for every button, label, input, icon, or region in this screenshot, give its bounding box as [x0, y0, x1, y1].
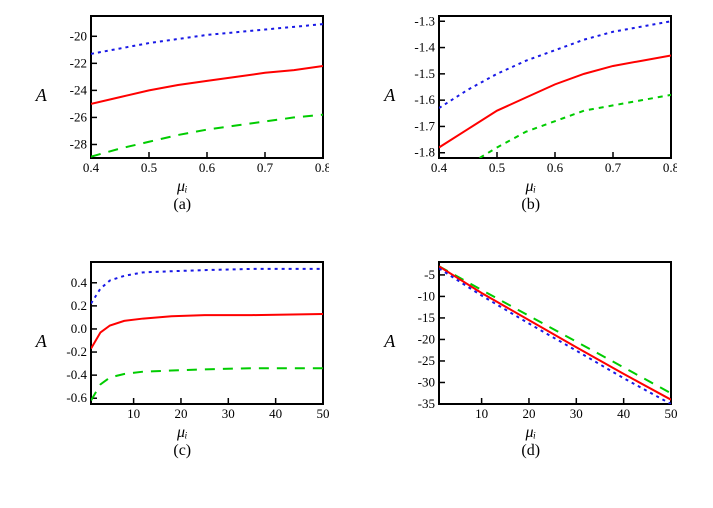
svg-text:-1.6: -1.6 — [415, 92, 436, 107]
svg-text:-20: -20 — [418, 331, 435, 346]
svg-text:0.8: 0.8 — [663, 160, 677, 175]
svg-text:-30: -30 — [418, 374, 435, 389]
panel-d: A 10 20 30 40 50 -35 -30 -25 -20 -15 -10 -5 μᵢ(d) — [359, 256, 704, 498]
svg-text:-1.4: -1.4 — [415, 40, 436, 55]
svg-text:40: 40 — [269, 406, 282, 421]
sublabel-c: (c) — [173, 442, 191, 460]
panel-a: A 0.4 0.5 0.6 0.7 0.8 -28 -26 -24 -22 -20 μᵢ(a) — [10, 10, 355, 252]
chart-grid: A0.40.50.60.70.8-28-26-24-22-20μᵢ(a)A0.4… — [10, 10, 703, 498]
svg-text:-25: -25 — [418, 353, 435, 368]
svg-text:0.4: 0.4 — [431, 160, 448, 175]
plot-b: 0.4 0.5 0.6 0.7 0.8 -1.8 -1.7 -1.6 -1.5 -1.4 -1.3 — [397, 10, 677, 180]
svg-text:-1.5: -1.5 — [415, 66, 436, 81]
series-a-2 — [91, 115, 323, 157]
svg-text:0.7: 0.7 — [605, 160, 622, 175]
xlabel-a: μᵢ — [177, 178, 188, 196]
svg-text:0.4: 0.4 — [83, 160, 100, 175]
xlabel-c: μᵢ — [177, 424, 188, 442]
svg-text:20: 20 — [523, 406, 536, 421]
sublabel-a: (a) — [173, 196, 191, 214]
svg-text:0.0: 0.0 — [71, 321, 87, 336]
svg-text:-15: -15 — [418, 310, 435, 325]
xlabel-b: μᵢ — [525, 178, 536, 196]
svg-text:0.6: 0.6 — [547, 160, 564, 175]
series-c-2 — [91, 368, 323, 400]
svg-text:30: 30 — [570, 406, 583, 421]
svg-text:-1.7: -1.7 — [415, 118, 436, 133]
svg-text:-0.2: -0.2 — [66, 344, 87, 359]
series-c-0 — [91, 269, 323, 304]
sublabel-d: (d) — [521, 442, 540, 460]
svg-text:-26: -26 — [69, 109, 87, 124]
svg-text:-5: -5 — [424, 267, 435, 282]
svg-text:50: 50 — [665, 406, 678, 421]
svg-text:-24: -24 — [69, 82, 87, 97]
svg-text:-1.8: -1.8 — [415, 145, 436, 160]
svg-text:-0.4: -0.4 — [66, 367, 87, 382]
plot-d: 10 20 30 40 50 -35 -30 -25 -20 -15 -10 -5 — [397, 256, 677, 426]
series-b-1 — [439, 55, 671, 147]
series-a-0 — [91, 24, 323, 54]
panel-c: A 10 20 30 40 50 -0.6 -0.4 -0.2 0.0 0.2 0.4 μᵢ(c) — [10, 256, 355, 498]
plot-c: 10 20 30 40 50 -0.6 -0.4 -0.2 0.0 0.2 0.4 — [49, 256, 329, 426]
svg-text:-35: -35 — [418, 396, 435, 411]
ylabel-d: A — [384, 331, 395, 352]
ylabel-c: A — [36, 331, 47, 352]
series-b-2 — [480, 95, 671, 158]
svg-text:30: 30 — [222, 406, 235, 421]
series-b-0 — [439, 21, 671, 108]
ylabel-a: A — [36, 85, 47, 106]
panel-b: A 0.4 0.5 0.6 0.7 0.8 -1.8 -1.7 -1.6 -1.5 -1.4 -1.3… — [359, 10, 704, 252]
plot-wrap-a: A 0.4 0.5 0.6 0.7 0.8 -28 -26 -24 -22 -20 — [36, 10, 329, 180]
svg-text:10: 10 — [475, 406, 488, 421]
svg-text:-20: -20 — [69, 28, 86, 43]
svg-text:-0.6: -0.6 — [66, 390, 87, 405]
plot-a: 0.4 0.5 0.6 0.7 0.8 -28 -26 -24 -22 -20 — [49, 10, 329, 180]
xlabel-d: μᵢ — [525, 424, 536, 442]
series-d-0 — [439, 266, 671, 393]
plot-wrap-c: A 10 20 30 40 50 -0.6 -0.4 -0.2 0.0 0.2 0.4 — [36, 256, 329, 426]
plot-wrap-b: A 0.4 0.5 0.6 0.7 0.8 -1.8 -1.7 -1.6 -1.5 -1.4 -1.3 — [384, 10, 677, 180]
svg-text:50: 50 — [316, 406, 329, 421]
sublabel-b: (b) — [521, 196, 540, 214]
svg-text:-1.3: -1.3 — [415, 13, 436, 28]
svg-text:0.8: 0.8 — [315, 160, 329, 175]
svg-text:0.5: 0.5 — [489, 160, 505, 175]
svg-text:0.4: 0.4 — [71, 275, 88, 290]
svg-text:10: 10 — [127, 406, 140, 421]
svg-text:0.6: 0.6 — [199, 160, 216, 175]
svg-text:20: 20 — [174, 406, 187, 421]
svg-text:40: 40 — [617, 406, 630, 421]
svg-text:0.7: 0.7 — [257, 160, 274, 175]
series-c-1 — [91, 314, 323, 349]
svg-text:-10: -10 — [418, 288, 435, 303]
plot-wrap-d: A 10 20 30 40 50 -35 -30 -25 -20 -15 -10 -5 — [384, 256, 677, 426]
svg-text:0.2: 0.2 — [71, 298, 87, 313]
svg-text:-28: -28 — [69, 136, 86, 151]
ylabel-b: A — [384, 85, 395, 106]
svg-text:-22: -22 — [69, 55, 86, 70]
series-a-1 — [91, 66, 323, 104]
svg-text:0.5: 0.5 — [141, 160, 157, 175]
